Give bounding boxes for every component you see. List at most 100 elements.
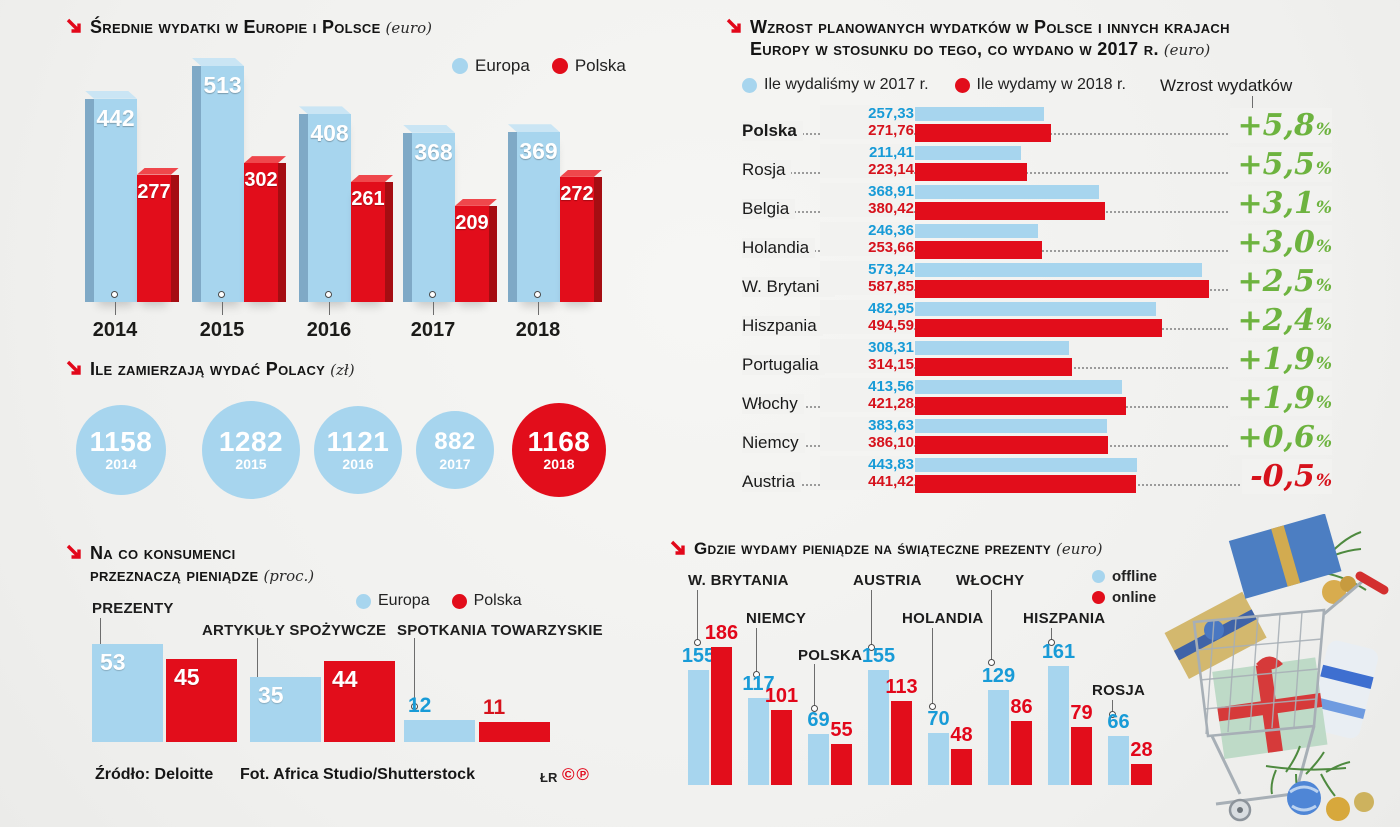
where-group-holandia: 70 48: [927, 600, 974, 785]
country-rosja: Rosja: [1092, 682, 1146, 699]
country-label: Austria: [742, 472, 801, 492]
growth-row-portugalia: Portugalia 308,31 314,15 +1,9%: [742, 339, 1332, 379]
avg-group-2014: 442 277 2014: [85, 60, 185, 341]
photo-credit: Fot. Africa Studio/Shutterstock: [240, 766, 475, 783]
legend-2018-label: Ile wydamy w 2018 r.: [976, 76, 1126, 93]
legend-europa: Europa: [356, 592, 430, 610]
europa-bar: 12: [404, 694, 475, 742]
leader-line: [538, 302, 539, 315]
europa-dot-icon: [452, 58, 468, 74]
value-2018: 253,66: [820, 239, 914, 256]
leader-line: [433, 302, 434, 315]
bar-value: 113: [885, 676, 918, 699]
value-2018: 314,15: [820, 356, 914, 373]
europa-bar: 35: [250, 677, 321, 742]
gold-ornament-icon: [1326, 797, 1350, 821]
growth-percent: +3,1%: [1229, 186, 1332, 221]
leader-line: [991, 590, 992, 660]
growth-row-rosja: Rosja 211,41 223,14 +5,5%: [742, 144, 1332, 184]
online-bar: 186: [705, 622, 738, 785]
avg-spending-chart: 442 277 2014 513 302 2015 408 261 2016 3…: [85, 60, 630, 341]
offline-bar: 69: [807, 709, 830, 785]
section-allocation-title: Na co konsumenci przeznaczą pieniądze (pr…: [66, 542, 314, 587]
circle-year: 2014: [105, 456, 137, 472]
bar-2018: [915, 241, 1042, 259]
title-line2: Europy w stosunku do tego, co wydano w 2…: [750, 39, 1159, 59]
country-label: Hiszpania: [742, 316, 823, 336]
title-line1: Na co konsumenci: [90, 543, 236, 563]
bar-value: 70: [927, 708, 950, 731]
country-polska: Polska: [798, 647, 863, 664]
leader-line: [414, 638, 415, 704]
leader-line: [115, 302, 116, 315]
allocation-legend: Europa Polska: [356, 592, 522, 610]
bar-value: 186: [704, 622, 739, 645]
growth-number: +5,8: [1237, 108, 1315, 143]
bar-value: 155: [861, 645, 896, 668]
growth-row-niemcy: Niemcy 383,63 386,10 +0,6%: [742, 417, 1332, 457]
allocation-chart: 53 45 35 44 12 11: [92, 595, 562, 742]
value-2018: 421,28: [820, 395, 914, 412]
country-label: W. Brytania: [742, 277, 835, 297]
offline-bar: 70: [927, 708, 950, 785]
value-2018: 223,14: [820, 161, 914, 178]
leader-line: [1112, 700, 1113, 712]
section-circles-title: Ile zamierzają wydać Polacy (zł): [66, 358, 355, 381]
category-artykuly: Artykuły spożywcze: [202, 622, 387, 639]
where-group-polska: 69 55: [807, 600, 854, 785]
offline-bar: 161: [1042, 641, 1075, 785]
bar-2017: [915, 224, 1039, 238]
bar-2017: [915, 419, 1107, 433]
where-legend: offline online: [1092, 568, 1157, 606]
section-title-text: Wzrost planowanych wydatków w Polsce i i…: [750, 16, 1230, 61]
growth-row-holandia: Holandia 246,36 253,66 +3,0%: [742, 222, 1332, 262]
bar-value: 408: [310, 120, 349, 147]
section-arrow-icon: [726, 18, 741, 33]
bar-value: 302: [244, 169, 278, 192]
circle-value: 1168: [527, 426, 591, 457]
leader-dot: [868, 644, 875, 651]
percent-sign: %: [1315, 432, 1332, 452]
bar-value: 272: [560, 182, 594, 205]
leader-line: [871, 590, 872, 645]
online-bar: 79: [1070, 702, 1093, 785]
value-2017: 368,91: [820, 183, 914, 200]
bar-2018: [915, 475, 1136, 493]
leader-dot: [753, 671, 760, 678]
value-2017: 482,95: [820, 300, 914, 317]
country-hiszpania: Hiszpania: [1023, 610, 1106, 627]
europa-bar: 53: [92, 643, 163, 742]
year-label: 2018: [515, 319, 561, 341]
country-label: Rosja: [742, 160, 792, 180]
bar-value: 86: [1010, 696, 1033, 719]
polska-dot-icon: [451, 593, 467, 609]
bar-2018: [915, 280, 1209, 298]
circle-value: 882: [434, 428, 476, 455]
section-arrow-icon: [670, 540, 685, 555]
title: Gdzie wydamy pieniądze na świąteczne pre…: [694, 539, 1052, 558]
polska-bar: 44: [324, 660, 395, 742]
offline-bar: 66: [1107, 711, 1130, 785]
europa-bar: 408: [299, 114, 351, 302]
bar-value: 55: [830, 719, 853, 742]
growth-percent: +3,0%: [1229, 225, 1332, 260]
bar-value: 513: [203, 72, 242, 99]
europa-bar: 369: [508, 132, 560, 302]
avg-group-2015: 513 302 2015: [192, 60, 292, 341]
circle-year: 2015: [235, 456, 267, 472]
offline-bar: 155: [682, 645, 715, 785]
where-group-rosja: 66 28: [1107, 600, 1154, 785]
growth-row-wlochy: Włochy 413,56 421,28 +1,9%: [742, 378, 1332, 418]
offline-bar: 117: [742, 673, 775, 785]
leader-line: [1252, 96, 1253, 109]
bar-value: 44: [332, 665, 358, 692]
growth-legend: Ile wydaliśmy w 2017 r. Ile wydamy w 201…: [742, 76, 1126, 94]
leader-dot: [218, 291, 225, 298]
growth-number: +1,9: [1237, 381, 1315, 416]
year-label: 2017: [410, 319, 456, 341]
country-holandia: Holandia: [902, 610, 984, 627]
percent-sign: %: [1315, 198, 1332, 218]
growth-row-belgia: Belgia 368,91 380,42 +3,1%: [742, 183, 1332, 223]
where-group-austria: 155 113: [862, 600, 918, 785]
value-2018: 587,85: [820, 278, 914, 295]
